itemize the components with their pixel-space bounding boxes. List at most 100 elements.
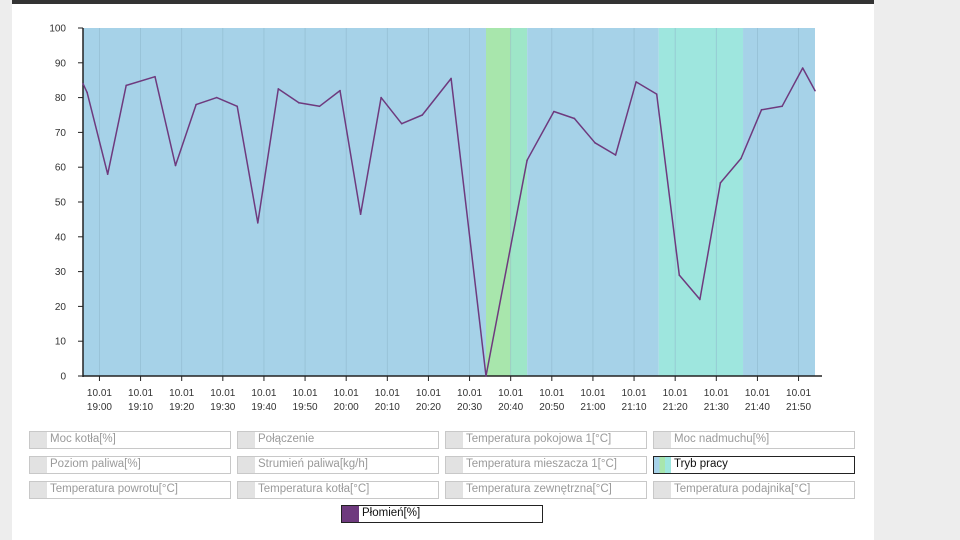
- x-tick-label-time: 20:00: [334, 402, 359, 413]
- data-point: [359, 213, 362, 215]
- legend-item-moc-kotla[interactable]: Moc kotła[%]: [29, 431, 231, 449]
- legend-item-moc-nadmuchu[interactable]: Moc nadmuchu[%]: [653, 431, 855, 449]
- mode-band: [486, 28, 511, 376]
- legend-item-temperatura-pokojowa[interactable]: Temperatura pokojowa 1[°C]: [445, 431, 647, 449]
- legend-label: Płomień[%]: [362, 507, 421, 519]
- y-tick-label: 70: [55, 128, 67, 139]
- x-tick-label-time: 19:40: [251, 402, 276, 413]
- data-point: [380, 96, 382, 99]
- data-point: [781, 105, 783, 108]
- x-tick-label-time: 19:30: [210, 402, 235, 413]
- x-tick-label-date: 10.01: [251, 388, 276, 399]
- legend-label: Moc kotła[%]: [50, 433, 116, 445]
- mode-band: [658, 28, 744, 376]
- data-point: [814, 89, 816, 92]
- x-tick-label-date: 10.01: [210, 388, 235, 399]
- mode-band: [743, 28, 815, 376]
- flame-chart: 0 10 20 30 40 50 60 70 80 90 100 10.01 19:00 10.01 19…: [49, 24, 822, 413]
- mode-band: [83, 28, 487, 376]
- data-point: [82, 82, 84, 85]
- data-point: [526, 159, 528, 162]
- y-tick-label: 80: [55, 93, 67, 104]
- legend-label: Temperatura zewnętrzna[°C]: [466, 483, 612, 495]
- legend-label: Tryb pracy: [674, 458, 728, 470]
- y-tick-label: 40: [55, 232, 67, 243]
- data-point: [450, 77, 452, 80]
- x-tick-label-date: 10.01: [128, 388, 153, 399]
- legend-swatch: [238, 432, 255, 448]
- x-tick-label-date: 10.01: [169, 388, 194, 399]
- x-tick-label-date: 10.01: [87, 388, 112, 399]
- x-tick-label-time: 21:10: [622, 402, 647, 413]
- legend-item-temperatura-kotla[interactable]: Temperatura kotła[°C]: [237, 481, 439, 499]
- data-point: [801, 67, 804, 69]
- x-tick-label-date: 10.01: [704, 388, 729, 399]
- data-point: [485, 375, 487, 377]
- data-point: [614, 154, 617, 156]
- data-point: [594, 142, 596, 144]
- legend-item-tryb-pracy[interactable]: Tryb pracy: [653, 456, 855, 474]
- legend-label: Temperatura podajnika[°C]: [674, 483, 811, 495]
- x-tick-label-date: 10.01: [334, 388, 359, 399]
- legend-item-polaczenie[interactable]: Połączenie: [237, 431, 439, 449]
- data-point: [106, 173, 109, 175]
- legend-item-plomien[interactable]: Płomień[%]: [341, 505, 543, 523]
- legend-label: Temperatura kotła[°C]: [258, 483, 370, 495]
- x-tick-label-time: 20:40: [498, 402, 523, 413]
- x-tick-label-time: 19:10: [128, 402, 153, 413]
- data-point: [256, 222, 259, 224]
- legend-item-poziom-paliwa[interactable]: Poziom paliwa[%]: [29, 456, 231, 474]
- legend-label: Moc nadmuchu[%]: [674, 433, 770, 445]
- x-tick-label-date: 10.01: [663, 388, 688, 399]
- data-point: [760, 108, 763, 111]
- legend-swatch: [30, 457, 47, 473]
- legend-label: Poziom paliwa[%]: [50, 458, 141, 470]
- data-point: [86, 91, 88, 94]
- data-point: [318, 105, 321, 108]
- x-tick-label-date: 10.01: [622, 388, 647, 399]
- legend-swatch: [654, 432, 671, 448]
- data-point: [740, 157, 742, 160]
- legend-item-temperatura-mieszacza[interactable]: Temperatura mieszacza 1[°C]: [445, 456, 647, 474]
- x-tick-label-time: 20:50: [539, 402, 564, 413]
- x-tick-label-time: 21:20: [663, 402, 688, 413]
- gridlines: [99, 28, 799, 376]
- legend-swatch: [238, 457, 255, 473]
- x-tick-label-time: 19:20: [169, 402, 194, 413]
- legend-label: Temperatura mieszacza 1[°C]: [466, 458, 617, 470]
- data-point: [421, 114, 424, 116]
- legend-item-temperatura-zewnetrzna[interactable]: Temperatura zewnętrzna[°C]: [445, 481, 647, 499]
- data-point: [699, 298, 701, 301]
- x-tick-label-time: 21:00: [580, 402, 605, 413]
- legend-item-strumien-paliwa[interactable]: Strumień paliwa[kg/h]: [237, 456, 439, 474]
- legend: Moc kotła[%] Połączenie Temperatura poko…: [29, 431, 857, 531]
- data-point: [573, 117, 576, 120]
- x-tick-label-date: 10.01: [375, 388, 400, 399]
- x-tick-label-date: 10.01: [498, 388, 523, 399]
- y-tick-label: 60: [55, 163, 67, 174]
- legend-swatch: [238, 482, 255, 498]
- y-tick-label: 90: [55, 58, 67, 69]
- legend-swatch: [30, 482, 47, 498]
- data-point: [400, 122, 403, 125]
- x-tick-label-time: 20:20: [416, 402, 441, 413]
- data-point: [195, 103, 197, 106]
- x-tick-label-date: 10.01: [539, 388, 564, 399]
- legend-swatch: [446, 457, 463, 473]
- x-tick-label-date: 10.01: [580, 388, 605, 399]
- data-point: [174, 164, 177, 167]
- series-layer: [82, 67, 816, 377]
- data-point: [215, 96, 218, 99]
- y-tick-label: 30: [55, 267, 67, 278]
- x-tick-label-time: 21:40: [745, 402, 770, 413]
- legend-item-temperatura-podajnika[interactable]: Temperatura podajnika[°C]: [653, 481, 855, 499]
- data-point: [719, 182, 722, 184]
- legend-item-temperatura-powrotu[interactable]: Temperatura powrotu[°C]: [29, 481, 231, 499]
- data-point: [154, 75, 156, 78]
- data-point: [125, 84, 127, 87]
- x-tick-label-date: 10.01: [416, 388, 441, 399]
- data-point: [277, 88, 280, 90]
- x-tick-label-date: 10.01: [457, 388, 482, 399]
- x-tick-label-time: 20:10: [375, 402, 400, 413]
- y-tick-label: 100: [49, 24, 66, 35]
